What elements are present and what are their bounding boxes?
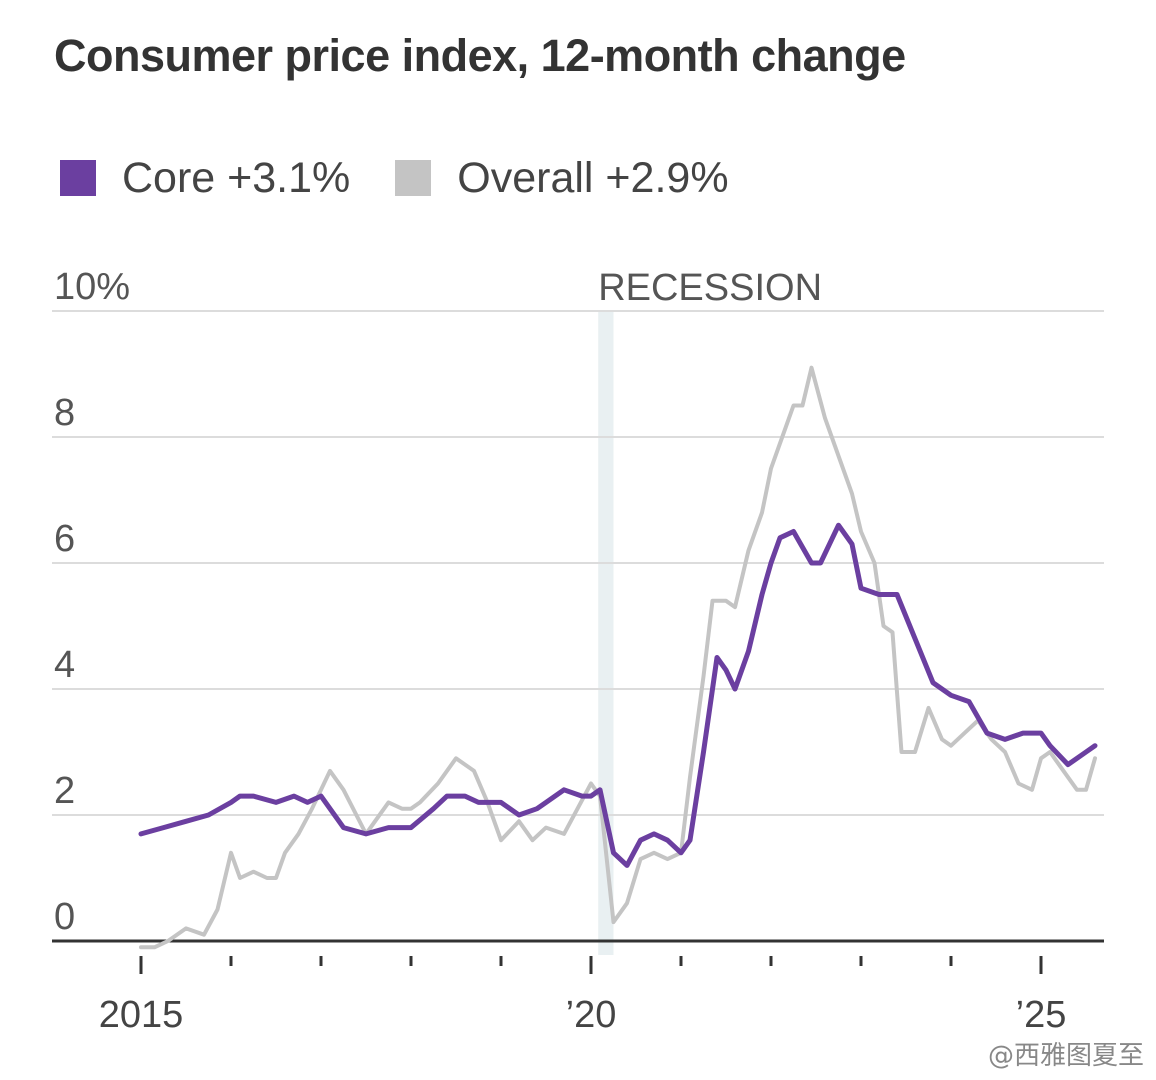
legend-label-core: Core +3.1% [122, 153, 351, 202]
y-tick-label-4: 4 [54, 644, 75, 686]
legend-swatch-overall [395, 160, 432, 196]
x-tick-label-2025: ’25 [1016, 994, 1067, 1036]
watermark: @西雅图夏至 [987, 1041, 1144, 1071]
recession-label: RECESSION [598, 267, 822, 309]
y-tick-label-6: 6 [54, 518, 75, 560]
chart-title: Consumer price index, 12-month change [54, 30, 906, 81]
series-line-core [138, 522, 1098, 868]
legend-label-overall: Overall +2.9% [457, 153, 729, 202]
y-tick-label-2: 2 [54, 770, 75, 812]
y-tick-label-8: 8 [54, 392, 75, 434]
x-tick-label-2015: 2015 [99, 994, 184, 1036]
series-line-overall [139, 365, 1097, 950]
legend: Core +3.1% Overall +2.9% [60, 150, 774, 206]
y-tick-label-10: 10% [54, 266, 130, 308]
legend-item-overall: Overall +2.9% [395, 153, 729, 203]
legend-swatch-core [60, 160, 96, 196]
x-tick-label-2020: ’20 [566, 994, 617, 1036]
legend-item-core: Core +3.1% [60, 154, 350, 203]
y-tick-label-0: 0 [54, 896, 75, 938]
